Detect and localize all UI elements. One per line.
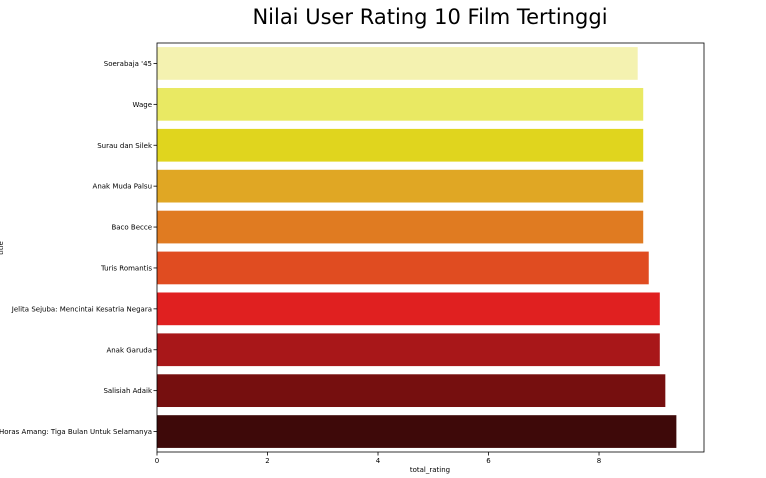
bar xyxy=(157,374,666,408)
chart-title: Nilai User Rating 10 Film Tertinggi xyxy=(252,5,607,29)
bar xyxy=(157,210,644,244)
y-axis-label: title xyxy=(0,241,5,255)
x-tick-label: 4 xyxy=(376,457,381,465)
y-tick-label: Anak Muda Palsu xyxy=(93,183,152,191)
y-tick-label: Baco Becce xyxy=(111,224,152,232)
bar xyxy=(157,415,677,448)
x-tick-label: 6 xyxy=(486,457,491,465)
bar xyxy=(157,128,644,162)
x-tick-label: 2 xyxy=(265,457,269,465)
y-tick-label: Surau dan Silek xyxy=(97,142,153,150)
y-tick-label: Salisiah Adaik xyxy=(103,387,153,395)
bar xyxy=(157,169,644,203)
y-tick-label: Jelita Sejuba: Mencintai Kesatria Negara xyxy=(11,305,152,313)
x-tick-label: 8 xyxy=(597,457,601,465)
y-tick-label: Anak Garuda xyxy=(106,346,152,354)
y-tick-label: Turis Romantis xyxy=(100,264,152,272)
x-ticks: 0 2 4 6 8 xyxy=(155,452,601,465)
y-tick-label: Soerabaja '45 xyxy=(104,60,152,68)
y-tick-labels: Soerabaja '45 Wage Surau dan Silek Anak Mud… xyxy=(0,60,157,436)
bar xyxy=(157,292,660,326)
x-tick-label: 0 xyxy=(155,457,159,465)
plot-frame xyxy=(156,42,705,453)
bars-group xyxy=(157,47,677,448)
y-tick-label: Horas Amang: Tiga Bulan Untuk Selamanya xyxy=(0,428,152,436)
bar xyxy=(157,47,638,80)
bar xyxy=(157,333,660,367)
x-axis-label: total_rating xyxy=(410,466,450,474)
y-tick-label: Wage xyxy=(132,101,152,109)
bar xyxy=(157,251,649,285)
bar xyxy=(157,87,644,121)
